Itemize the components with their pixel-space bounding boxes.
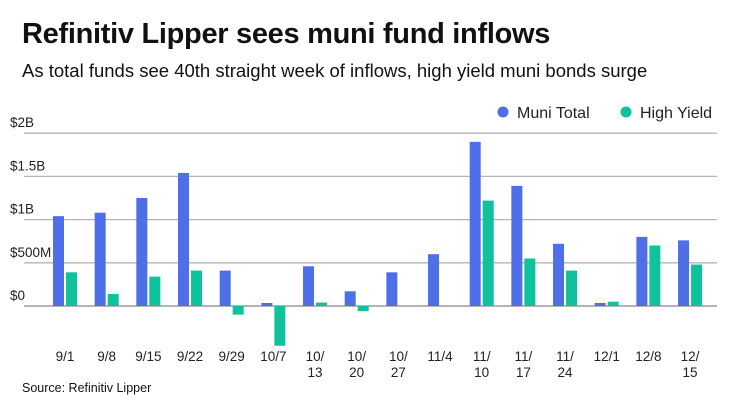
high-yield-bar: [566, 270, 578, 306]
muni-total-bar: [636, 236, 648, 306]
x-tick-label: 9/15: [135, 349, 161, 364]
x-tick-label: 11/: [473, 349, 491, 364]
muni-total-bar: [261, 302, 273, 306]
muni-total-bar: [303, 266, 315, 306]
x-tick-label: 9/22: [177, 349, 203, 364]
x-tick-label: 11/4: [427, 349, 453, 364]
x-tick-label: 10/: [389, 349, 408, 364]
x-tick-label: 10/: [347, 349, 366, 364]
x-tick-label: 9/1: [56, 349, 75, 364]
x-tick-label: 10: [474, 365, 489, 380]
muni-total-bar: [678, 240, 690, 306]
muni-total-bar: [178, 172, 190, 306]
muni-total-bar: [344, 291, 356, 306]
high-yield-bar: [357, 306, 369, 312]
muni-total-bar: [428, 254, 440, 306]
y-tick-label: $2B: [10, 115, 34, 130]
source-note: Source: Refinitiv Lipper: [22, 381, 152, 395]
x-tick-label: 9/8: [97, 349, 116, 364]
high-yield-bar: [607, 301, 619, 306]
muni-total-bar: [511, 185, 523, 306]
high-yield-bar: [524, 258, 536, 306]
high-yield-bar: [274, 306, 286, 346]
muni-total-bar: [386, 272, 398, 306]
x-tick-label: 20: [349, 365, 364, 380]
high-yield-bar: [149, 276, 161, 306]
x-tick-label: 17: [516, 365, 531, 380]
high-yield-bar: [482, 200, 494, 306]
muni-total-bar: [136, 198, 148, 306]
x-tick-label: 12/8: [635, 349, 661, 364]
x-tick-label: 12/1: [594, 349, 620, 364]
high-yield-bar: [316, 302, 328, 306]
high-yield-legend-marker: [620, 106, 632, 118]
chart-subtitle: As total funds see 40th straight week of…: [22, 60, 648, 81]
legend-label: High Yield: [640, 105, 712, 122]
x-tick-label: 24: [558, 365, 574, 380]
x-tick-label: 15: [683, 365, 698, 380]
y-tick-label: $500M: [10, 245, 51, 260]
chart-title: Refinitiv Lipper sees muni fund inflows: [22, 18, 551, 50]
muni-total-bar: [53, 216, 64, 306]
x-tick-label: 10/7: [260, 349, 286, 364]
legend-label: Muni Total: [517, 105, 590, 122]
high-yield-bar: [107, 293, 119, 306]
high-yield-bar: [649, 245, 661, 306]
muni-total-legend-marker: [497, 106, 509, 118]
y-tick-label: $1B: [10, 202, 34, 217]
muni-total-bar: [94, 212, 106, 306]
muni-total-bar: [594, 302, 606, 306]
high-yield-bar: [191, 270, 203, 306]
high-yield-bar: [66, 272, 77, 306]
x-tick-label: 10/: [306, 349, 325, 364]
x-tick-label: 11/: [514, 349, 532, 364]
y-tick-label: $0: [10, 288, 25, 303]
muni-total-bar: [469, 141, 481, 306]
high-yield-bar: [691, 264, 703, 306]
x-tick-label: 9/29: [219, 349, 245, 364]
x-tick-label: 27: [391, 365, 406, 380]
y-tick-label: $1.5B: [10, 158, 45, 173]
x-tick-label: 12/: [681, 349, 700, 364]
x-tick-label: 13: [308, 365, 323, 380]
muni-total-bar: [553, 243, 565, 306]
high-yield-bar: [232, 306, 244, 315]
muni-total-bar: [219, 270, 231, 306]
x-tick-label: 11/: [556, 349, 574, 364]
